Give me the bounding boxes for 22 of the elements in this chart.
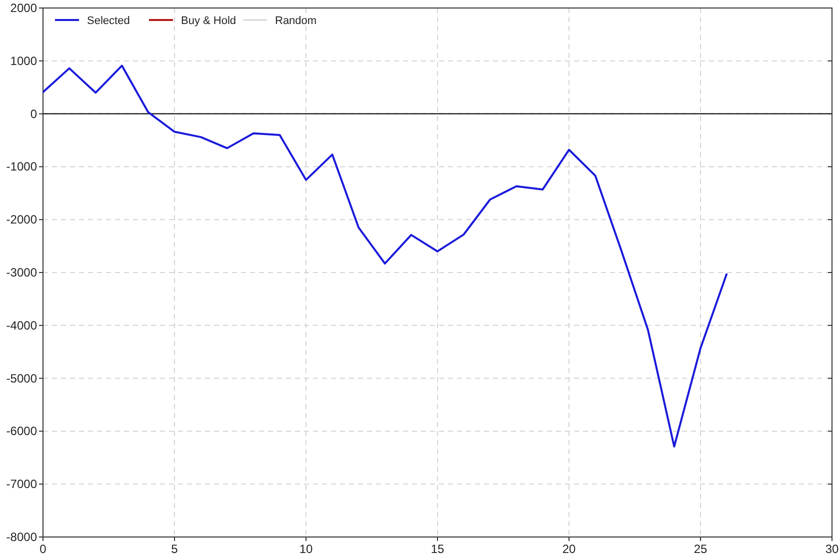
line-series xyxy=(42,64,728,448)
y-tick-label: -2000 xyxy=(6,212,38,227)
x-tick-label: 15 xyxy=(430,542,444,556)
legend-label: Buy & Hold xyxy=(181,15,236,27)
x-tick-label: 0 xyxy=(40,542,47,556)
y-tick-label: -6000 xyxy=(6,424,38,438)
y-tick-label: -3000 xyxy=(6,266,38,280)
x-tick-label: 30 xyxy=(825,542,839,556)
y-tick-label: 0 xyxy=(30,106,38,121)
y-tick-label: -5000 xyxy=(6,371,38,386)
x-tick-label: 25 xyxy=(694,542,708,556)
x-tick-label: 20 xyxy=(562,542,576,556)
y-tick-label: -1000 xyxy=(6,160,38,174)
y-tick-label: -4000 xyxy=(6,318,38,332)
legend-label: Random xyxy=(275,15,317,27)
legend-label: Selected xyxy=(87,15,130,27)
x-tick-label: 10 xyxy=(299,542,313,556)
y-tick-label: -7000 xyxy=(6,477,38,492)
x-tick-label: 5 xyxy=(171,542,178,556)
y-tick-label: 1000 xyxy=(10,54,38,68)
y-tick-label: 2000 xyxy=(10,1,38,15)
y-tick-label: -8000 xyxy=(6,530,38,544)
